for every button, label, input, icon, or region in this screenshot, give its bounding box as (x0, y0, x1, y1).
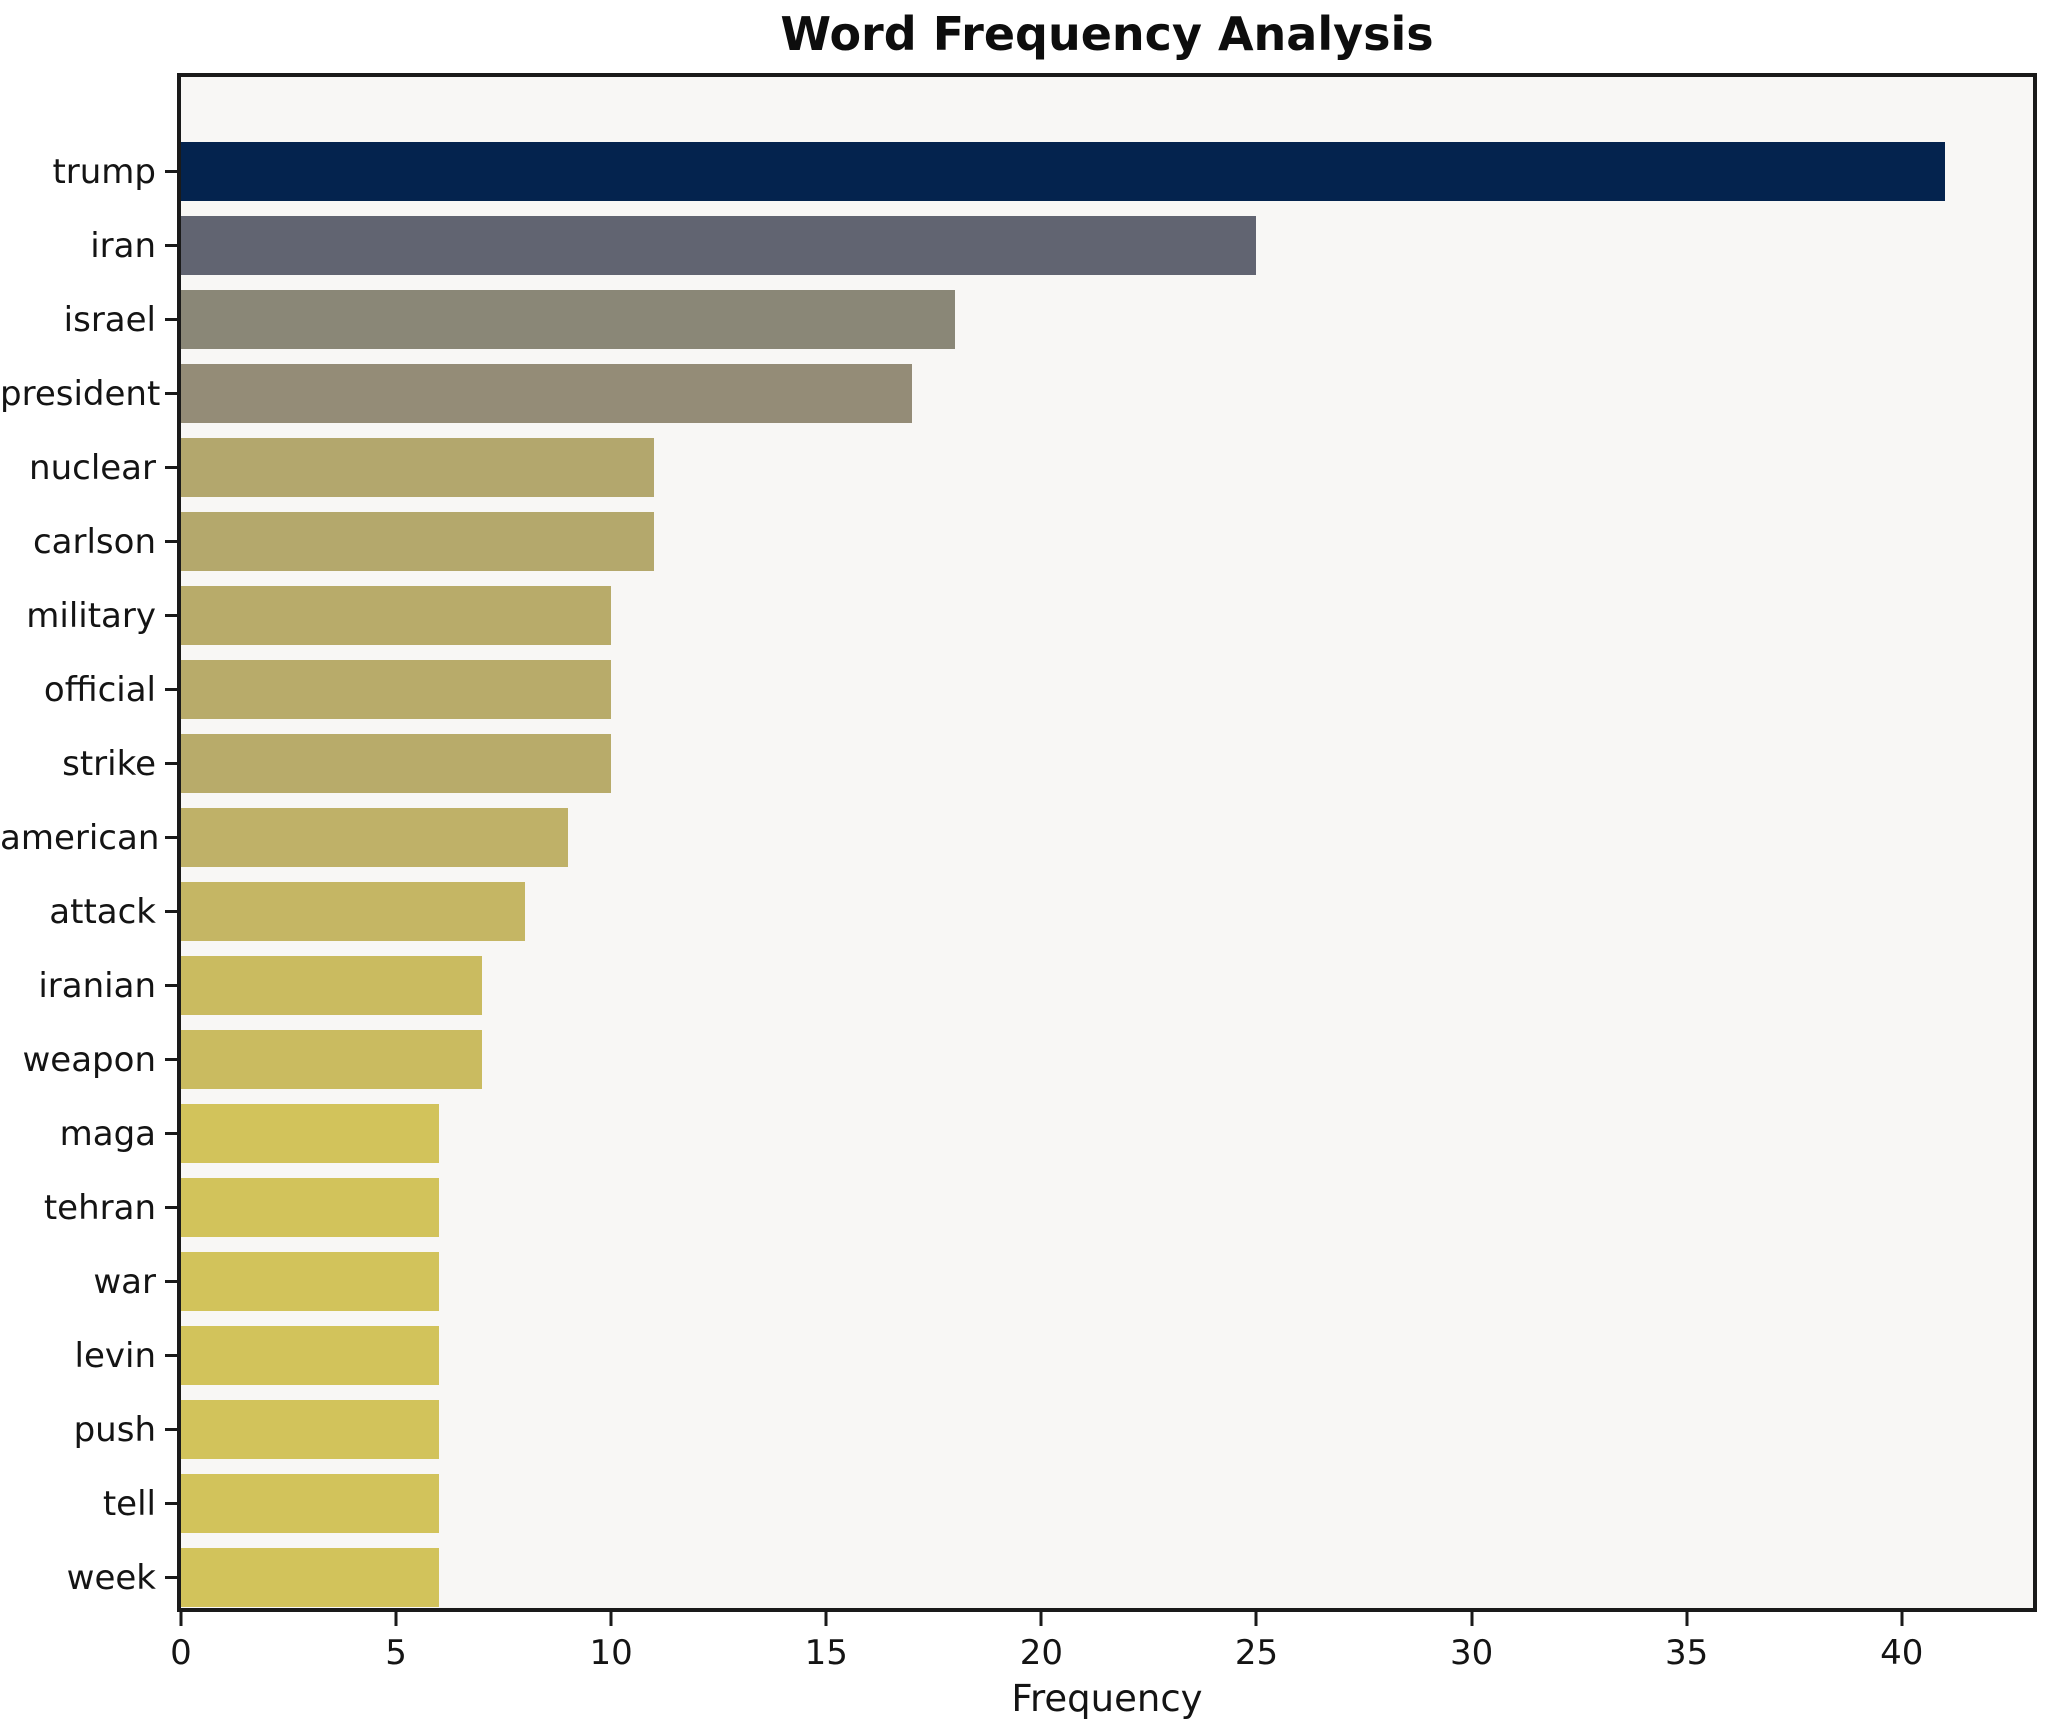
y-tick-week (165, 1576, 177, 1579)
bar-war (181, 1252, 440, 1311)
bar-president (181, 364, 913, 423)
y-label-week: week (66, 1557, 156, 1598)
y-tick-strike (165, 762, 177, 765)
y-tick-push (165, 1428, 177, 1431)
y-label-tehran: tehran (43, 1187, 156, 1228)
y-tick-official (165, 688, 177, 691)
y-label-carlson: carlson (32, 521, 156, 562)
y-label-military: military (26, 595, 156, 636)
bar-attack (181, 882, 526, 941)
x-tick-label-35: 35 (1665, 1633, 1709, 1673)
y-label-official: official (43, 669, 156, 710)
bar-push (181, 1400, 440, 1459)
y-label-tell: tell (102, 1483, 156, 1524)
x-axis-title: Frequency (1011, 1677, 1203, 1720)
y-tick-iranian (165, 984, 177, 987)
y-tick-weapon (165, 1058, 177, 1061)
x-tick-15 (824, 1612, 828, 1626)
y-label-levin: levin (74, 1335, 156, 1376)
bar-week (181, 1548, 440, 1607)
y-tick-tell (165, 1502, 177, 1505)
x-tick-5 (394, 1612, 398, 1626)
y-label-trump: trump (52, 151, 156, 192)
y-tick-israel (165, 318, 177, 321)
bar-levin (181, 1326, 440, 1385)
x-tick-label-40: 40 (1880, 1633, 1924, 1673)
y-label-weapon: weapon (22, 1039, 157, 1080)
y-label-iran: iran (90, 225, 156, 266)
y-tick-tehran (165, 1206, 177, 1209)
y-label-nuclear: nuclear (29, 447, 156, 488)
y-label-war: war (93, 1261, 156, 1302)
bar-strike (181, 734, 612, 793)
x-tick-label-15: 15 (804, 1633, 848, 1673)
bar-tell (181, 1474, 440, 1533)
y-tick-american (165, 836, 177, 839)
x-tick-10 (609, 1612, 613, 1626)
x-tick-40 (1900, 1612, 1904, 1626)
x-tick-30 (1470, 1612, 1474, 1626)
bar-iranian (181, 956, 483, 1015)
x-tick-label-30: 30 (1449, 1633, 1494, 1673)
y-label-iranian: iranian (38, 965, 156, 1006)
y-tick-attack (165, 910, 177, 913)
x-tick-25 (1254, 1612, 1258, 1626)
bar-iran (181, 216, 1257, 275)
x-tick-35 (1685, 1612, 1689, 1626)
y-tick-military (165, 614, 177, 617)
bar-trump (181, 142, 1945, 201)
x-tick-label-0: 0 (170, 1633, 192, 1673)
bar-military (181, 586, 612, 645)
y-tick-maga (165, 1132, 177, 1135)
y-tick-trump (165, 170, 177, 173)
y-tick-war (165, 1280, 177, 1283)
y-tick-levin (165, 1354, 177, 1357)
y-label-israel: israel (63, 299, 156, 340)
y-label-president: president (0, 373, 161, 414)
bar-american (181, 808, 569, 867)
y-label-attack: attack (49, 891, 156, 932)
x-tick-label-20: 20 (1019, 1633, 1064, 1673)
bar-official (181, 660, 612, 719)
y-tick-nuclear (165, 466, 177, 469)
y-label-maga: maga (59, 1113, 156, 1154)
y-label-push: push (73, 1409, 156, 1450)
y-tick-iran (165, 244, 177, 247)
y-tick-carlson (165, 540, 177, 543)
bar-carlson (181, 512, 655, 571)
x-tick-label-5: 5 (385, 1633, 407, 1673)
bar-israel (181, 290, 956, 349)
bar-weapon (181, 1030, 483, 1089)
bar-tehran (181, 1178, 440, 1237)
chart-title: Word Frequency Analysis (780, 7, 1434, 61)
bar-maga (181, 1104, 440, 1163)
x-tick-20 (1039, 1612, 1043, 1626)
x-tick-0 (179, 1612, 183, 1626)
bar-nuclear (181, 438, 655, 497)
x-tick-label-25: 25 (1234, 1633, 1279, 1673)
x-tick-label-10: 10 (589, 1633, 633, 1673)
y-label-strike: strike (62, 743, 156, 784)
y-label-american: american (0, 817, 160, 858)
y-tick-president (165, 392, 177, 395)
